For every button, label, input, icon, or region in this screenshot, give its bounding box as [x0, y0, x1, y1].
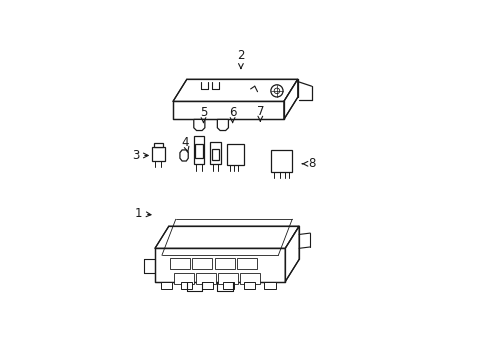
Text: 4: 4: [182, 136, 189, 152]
Polygon shape: [284, 79, 297, 120]
Polygon shape: [153, 143, 163, 147]
Polygon shape: [155, 226, 299, 248]
Text: 1: 1: [134, 207, 151, 220]
Polygon shape: [218, 273, 237, 284]
Polygon shape: [217, 120, 228, 131]
Polygon shape: [195, 144, 202, 158]
Polygon shape: [195, 273, 215, 284]
Polygon shape: [173, 102, 284, 120]
Text: 8: 8: [302, 157, 315, 170]
Polygon shape: [193, 136, 204, 164]
Polygon shape: [243, 282, 254, 288]
Text: 6: 6: [228, 106, 236, 122]
Polygon shape: [181, 282, 192, 288]
Polygon shape: [160, 282, 171, 288]
Polygon shape: [264, 282, 275, 288]
Polygon shape: [214, 258, 234, 269]
Polygon shape: [223, 282, 233, 288]
Polygon shape: [180, 150, 188, 161]
Text: 3: 3: [132, 149, 148, 162]
Polygon shape: [193, 120, 204, 131]
Polygon shape: [240, 273, 260, 284]
Polygon shape: [236, 258, 256, 269]
Polygon shape: [285, 226, 299, 282]
Polygon shape: [212, 149, 219, 159]
Text: 2: 2: [237, 49, 244, 68]
Polygon shape: [202, 282, 213, 288]
Polygon shape: [271, 150, 292, 172]
Polygon shape: [173, 79, 297, 102]
Polygon shape: [155, 248, 285, 282]
Polygon shape: [226, 144, 243, 165]
Polygon shape: [170, 258, 190, 269]
Text: 5: 5: [200, 106, 207, 122]
Polygon shape: [152, 147, 164, 161]
Polygon shape: [192, 258, 212, 269]
Polygon shape: [210, 141, 221, 164]
Text: 7: 7: [256, 105, 264, 121]
Polygon shape: [173, 273, 193, 284]
